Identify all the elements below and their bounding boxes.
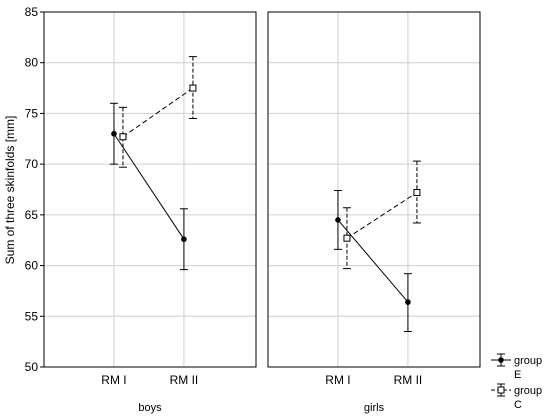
data-point-square xyxy=(413,189,421,197)
y-tick-label: 80 xyxy=(25,56,39,70)
data-point-square xyxy=(189,84,197,92)
data-point-square xyxy=(343,234,351,242)
legend-label: C xyxy=(514,399,522,411)
panel-label: boys xyxy=(138,402,162,414)
y-tick-label: 55 xyxy=(25,309,39,323)
y-tick-label: 75 xyxy=(25,106,39,120)
x-tick-label: RM II xyxy=(394,373,423,387)
y-axis-label: Sum of three skinfolds [mm] xyxy=(3,116,17,265)
panel-label: girls xyxy=(364,402,385,414)
x-tick-label: RM I xyxy=(325,373,350,387)
data-point-circle xyxy=(405,299,411,305)
panel-frame xyxy=(43,11,257,368)
legend-marker-circle xyxy=(498,357,504,363)
panel-frame xyxy=(267,11,481,368)
y-tick-label: 85 xyxy=(25,5,39,19)
legend-label: E xyxy=(514,369,521,381)
series-line-dashed xyxy=(346,192,418,239)
data-point-circle xyxy=(335,217,341,223)
data-point-circle xyxy=(181,236,187,242)
y-tick-label: 60 xyxy=(25,259,39,273)
legend-marker-square xyxy=(497,386,505,394)
y-tick-label: 50 xyxy=(25,360,39,374)
legend-label: group xyxy=(514,385,542,397)
x-tick-label: RM II xyxy=(170,373,199,387)
y-tick-label: 65 xyxy=(25,208,39,222)
data-point-circle xyxy=(111,130,117,137)
series-line-dashed xyxy=(122,87,194,138)
legend-label: group xyxy=(514,355,542,367)
data-point-square xyxy=(119,133,127,141)
series-line xyxy=(113,133,185,240)
x-tick-label: RM I xyxy=(101,373,126,387)
y-tick-label: 70 xyxy=(25,157,39,171)
series-line xyxy=(337,219,409,303)
